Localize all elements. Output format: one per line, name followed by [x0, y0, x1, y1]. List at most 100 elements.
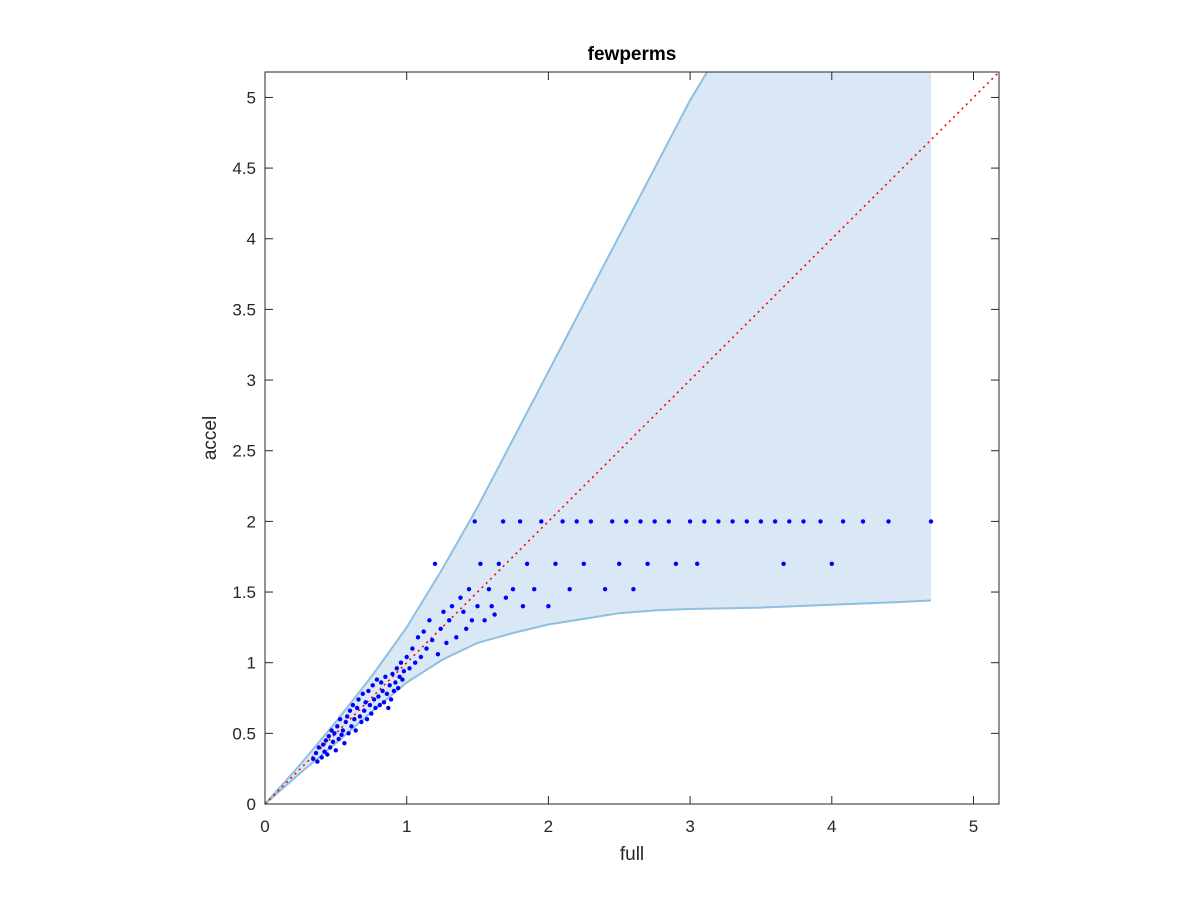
data-point [335, 724, 340, 729]
data-point [588, 519, 594, 524]
data-point [387, 683, 392, 688]
data-point [396, 685, 401, 691]
data-point [503, 595, 509, 600]
data-point [336, 736, 341, 742]
y-tick-label: 3.5 [232, 300, 256, 319]
y-tick-label: 4 [247, 230, 256, 249]
chart-title: fewperms [588, 44, 677, 65]
data-point [744, 519, 749, 524]
y-tick-label: 2.5 [232, 442, 256, 461]
y-tick-label: 5 [247, 88, 256, 107]
data-point [610, 519, 615, 524]
data-point [360, 691, 365, 696]
data-point [366, 688, 371, 694]
data-point [510, 587, 516, 592]
data-point [323, 738, 329, 743]
data-point [315, 759, 320, 764]
data-point [645, 561, 650, 566]
x-tick-label: 4 [827, 817, 836, 836]
data-point [320, 742, 326, 747]
data-point [363, 700, 368, 705]
data-point [454, 635, 459, 640]
data-point [532, 587, 537, 592]
data-point [421, 629, 426, 634]
x-axis-label: full [620, 844, 644, 865]
data-point [388, 697, 394, 702]
data-point [461, 609, 466, 614]
data-point [482, 618, 487, 623]
data-point [316, 745, 321, 750]
data-point [553, 561, 558, 566]
data-point [860, 519, 866, 524]
data-point [332, 731, 337, 736]
data-point [376, 694, 381, 699]
data-point [624, 519, 629, 524]
data-point [730, 519, 735, 524]
data-point [313, 750, 319, 756]
data-point [356, 697, 361, 702]
data-point [373, 705, 378, 711]
data-point [377, 702, 382, 708]
y-tick-label: 0.5 [232, 724, 256, 743]
data-point [347, 708, 353, 713]
data-point [350, 702, 356, 708]
data-point [386, 705, 391, 711]
data-point [374, 677, 380, 682]
data-point [524, 561, 530, 566]
plot-area: 0 1 2 3 4 5 0 0.5 1 1.5 2 2.5 3 3.5 4 4.5 5 [232, 71, 1000, 836]
data-point [478, 561, 483, 566]
data-point [394, 666, 399, 671]
data-point [787, 519, 792, 524]
y-axis-label: accel [200, 416, 221, 460]
y-tick-label: 2 [247, 512, 256, 531]
data-point [475, 604, 480, 609]
data-point [602, 587, 608, 592]
data-point [818, 519, 823, 524]
data-point [840, 519, 846, 524]
data-point [390, 671, 395, 677]
data-point [418, 654, 424, 660]
data-point [369, 711, 374, 716]
data-point [407, 666, 412, 671]
data-point [379, 680, 384, 685]
data-point [687, 519, 693, 524]
data-point [404, 654, 409, 660]
data-point [781, 561, 786, 566]
data-point [381, 700, 387, 705]
data-point [464, 626, 469, 631]
x-tick-label: 0 [260, 817, 269, 836]
data-point [410, 646, 415, 651]
data-point [328, 745, 333, 750]
data-point [401, 669, 407, 674]
data-point [546, 604, 551, 609]
data-point [435, 652, 441, 657]
data-point [574, 519, 579, 524]
data-point [427, 618, 432, 623]
data-point [492, 612, 497, 617]
data-point [359, 719, 364, 725]
data-point [319, 755, 324, 760]
data-point [472, 519, 477, 524]
data-point [384, 691, 390, 696]
data-point [517, 519, 523, 524]
data-point [520, 604, 526, 609]
data-point [380, 688, 385, 694]
data-point [393, 680, 398, 685]
data-point [311, 756, 316, 761]
axes-box [264, 71, 1000, 805]
data-point [322, 749, 327, 754]
data-point [666, 519, 671, 524]
data-point [400, 677, 405, 682]
data-point [449, 604, 455, 609]
data-point [631, 587, 636, 592]
data-point [772, 519, 778, 524]
data-point [362, 708, 367, 713]
data-point [325, 752, 330, 757]
x-tick-label: 2 [544, 817, 553, 836]
data-point [617, 561, 622, 566]
data-point [391, 688, 397, 694]
data-point [357, 714, 363, 719]
data-point [352, 717, 357, 722]
data-point [340, 728, 346, 733]
